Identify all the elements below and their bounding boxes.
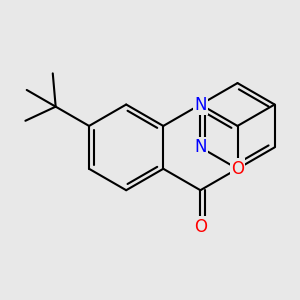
Text: N: N — [194, 138, 207, 156]
Text: O: O — [194, 218, 207, 236]
Text: N: N — [194, 95, 207, 113]
Text: O: O — [231, 160, 244, 178]
